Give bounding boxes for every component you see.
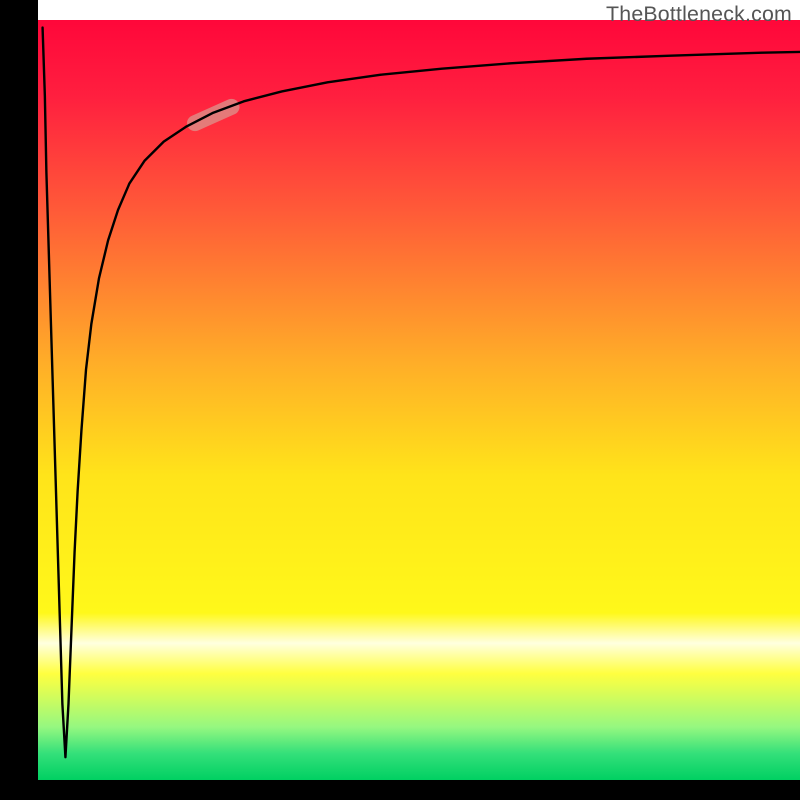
bottleneck-chart: TheBottleneck.com xyxy=(0,0,800,800)
axis-bottom-bar xyxy=(0,780,800,800)
attribution-label: TheBottleneck.com xyxy=(606,2,792,27)
chart-svg xyxy=(0,0,800,800)
axis-left-bar xyxy=(0,0,38,800)
plot-background xyxy=(38,20,800,780)
